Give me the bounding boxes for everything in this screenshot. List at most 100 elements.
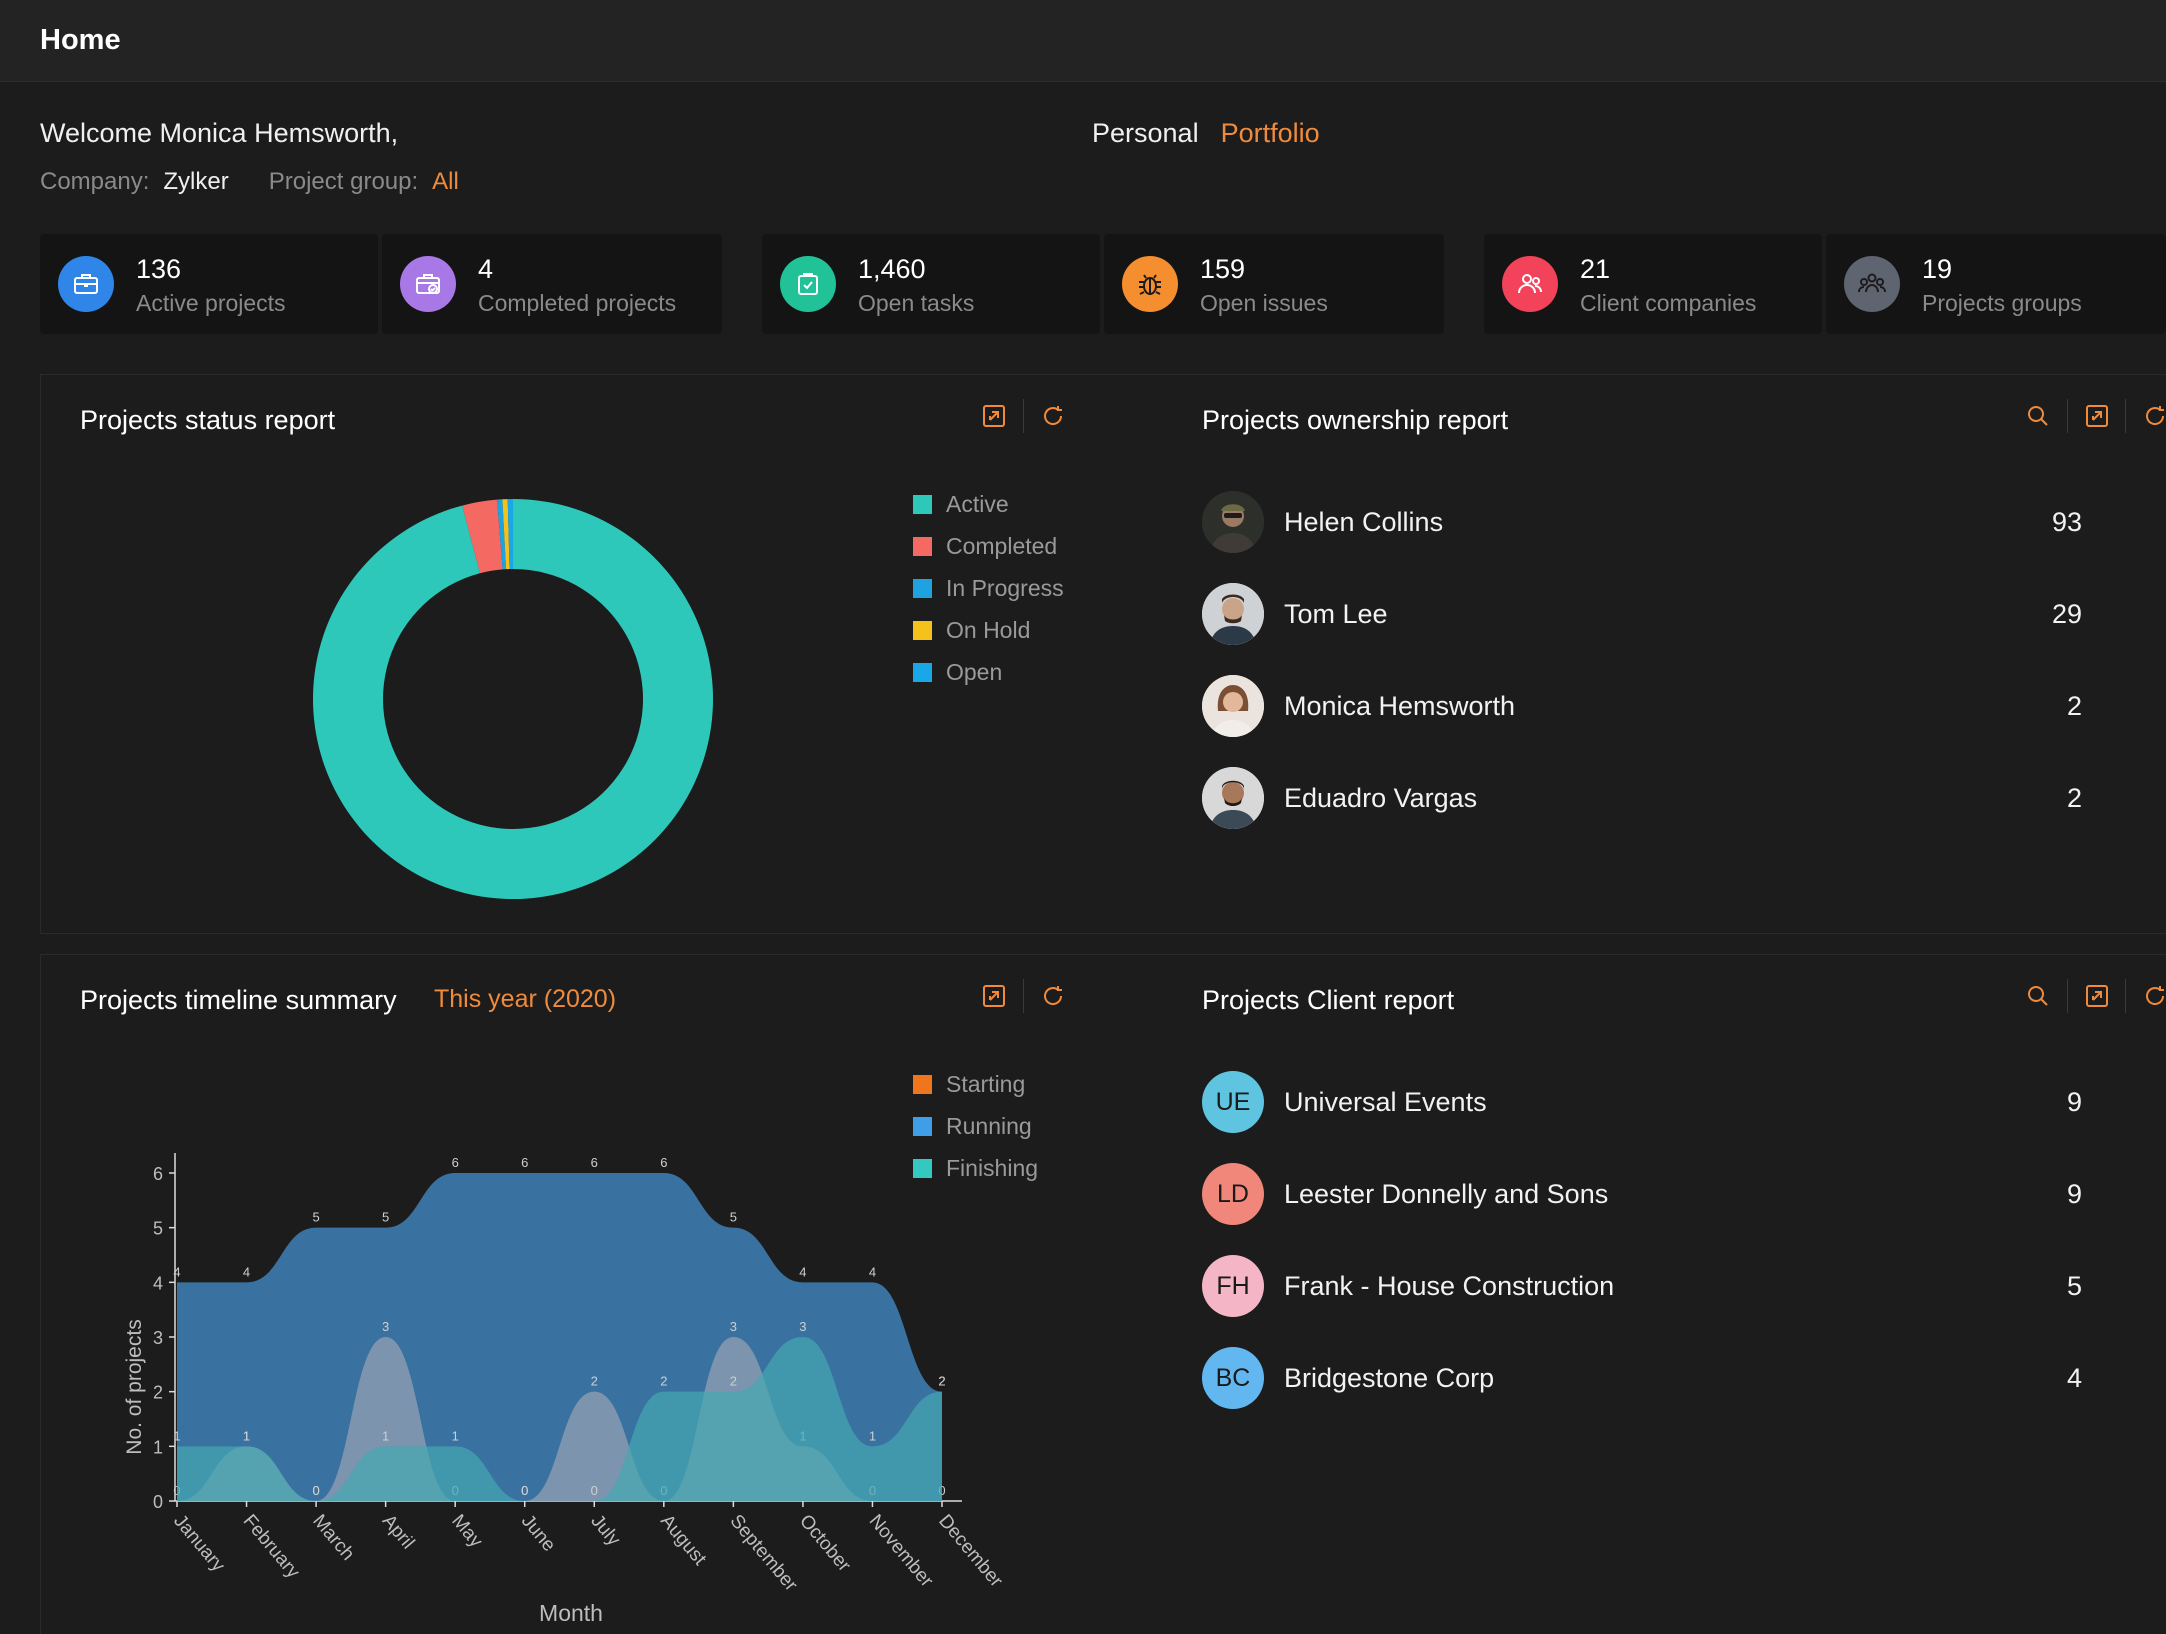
legend-swatch [913,620,932,640]
stat-card-completed-projects[interactable]: 4 Completed projects [382,234,722,334]
data-label: 4 [243,1264,250,1279]
stat-label: Open tasks [858,290,975,316]
legend-label: Starting [946,1070,1026,1097]
group-icon [1844,256,1900,312]
project-group-label: Project group: [268,168,419,195]
client-name: Frank - House Construction [1284,1270,1615,1301]
timeline-legend: Starting Running Finishing [913,1063,1038,1189]
stat-card-open-tasks[interactable]: 1,460 Open tasks [762,234,1100,334]
x-tick-label: September [726,1511,802,1596]
data-label: 4 [799,1264,806,1279]
stat-label: Completed projects [478,290,677,316]
data-label: 6 [591,1155,598,1170]
search-button[interactable] [2009,979,2067,1013]
company-value[interactable]: Zylker [163,168,229,195]
data-label: 1 [243,1428,250,1443]
ownership-report-tools [2009,399,2166,433]
refresh-button[interactable] [1023,399,1081,433]
stat-card-projects-groups[interactable]: 19 Projects groups [1826,234,2166,334]
donut-slice-open[interactable] [507,499,513,570]
data-label: 1 [869,1428,876,1443]
list-item[interactable]: BC Bridgestone Corp 4 [1202,1346,2082,1410]
page-title: Home [40,24,121,56]
legend-label: Completed [946,532,1058,559]
legend-item-finishing[interactable]: Finishing [913,1147,1038,1189]
client-count: 9 [2066,1178,2082,1209]
list-item[interactable]: Eduadro Vargas 2 [1202,766,2082,830]
expand-button[interactable] [965,399,1023,433]
expand-button[interactable] [2067,979,2125,1013]
avatar [1202,675,1264,737]
y-tick-label: 3 [153,1328,163,1348]
legend-item-active[interactable]: Active [913,483,1064,525]
data-label: 6 [452,1155,459,1170]
owner-count: 2 [2066,690,2082,721]
avatar [1202,767,1264,829]
stat-card-client-companies[interactable]: 21 Client companies [1484,234,1822,334]
data-label: 3 [799,1319,806,1334]
area-series-finishing[interactable] [177,1337,942,1501]
expand-button[interactable] [965,979,1023,1013]
clipboard-check-icon [780,256,836,312]
project-group-value[interactable]: All [432,168,459,195]
refresh-button[interactable] [2125,399,2166,433]
data-label: 2 [938,1374,945,1389]
ownership-report-title: Projects ownership report [1202,405,1509,435]
client-report-tools [2009,979,2166,1013]
expand-icon [983,405,1005,427]
x-tick-label: March [308,1511,358,1565]
y-tick-label: 6 [153,1164,163,1184]
top-bar: Home [0,0,2166,82]
tab-personal[interactable]: Personal [1092,118,1199,148]
data-label: 1 [452,1428,459,1443]
search-button[interactable] [2009,399,2067,433]
timeline-tools [965,979,1081,1013]
legend-item-starting[interactable]: Starting [913,1063,1038,1105]
client-count: 5 [2066,1270,2082,1301]
legend-item-in-progress[interactable]: In Progress [913,567,1064,609]
avatar [1202,491,1264,553]
legend-item-open[interactable]: Open [913,651,1064,693]
legend-item-running[interactable]: Running [913,1105,1038,1147]
legend-item-completed[interactable]: Completed [913,525,1064,567]
y-tick-label: 1 [153,1437,163,1457]
data-label: 2 [660,1374,667,1389]
bug-icon [1122,256,1178,312]
refresh-button[interactable] [1023,979,1081,1013]
stat-value: 4 [478,254,494,284]
timeline-range-selector[interactable]: This year (2020) [434,985,617,1013]
x-tick-label: February [239,1511,304,1583]
legend-label: In Progress [946,574,1064,601]
list-item[interactable]: UE Universal Events 9 [1202,1070,2082,1134]
list-item[interactable]: Monica Hemsworth 2 [1202,674,2082,738]
donut-slice-on-hold[interactable] [502,499,510,570]
expand-button[interactable] [2067,399,2125,433]
list-item[interactable]: LD Leester Donnelly and Sons 9 [1202,1162,2082,1226]
list-item[interactable]: Helen Collins 93 [1202,490,2082,554]
stat-card-open-issues[interactable]: 159 Open issues [1104,234,1444,334]
x-tick-label: November [865,1511,938,1592]
owner-count: 29 [2051,598,2082,629]
list-item[interactable]: Tom Lee 29 [1202,582,2082,646]
client-avatar: LD [1202,1163,1264,1225]
data-label: 3 [730,1319,737,1334]
list-item[interactable]: FH Frank - House Construction 5 [1202,1254,2082,1318]
legend-swatch [913,536,932,556]
donut-slice-in-progress[interactable] [497,499,507,570]
expand-icon [2085,405,2108,427]
data-label: 2 [938,1374,945,1389]
donut-slice-completed[interactable] [462,499,503,574]
data-label: 6 [660,1155,667,1170]
data-label: 4 [173,1264,180,1279]
donut-slice-active[interactable] [313,499,713,899]
client-count: 9 [2066,1086,2082,1117]
legend-item-on-hold[interactable]: On Hold [913,609,1064,651]
search-icon [2028,406,2048,426]
client-name: Leester Donnelly and Sons [1284,1178,1609,1209]
stat-card-active-projects[interactable]: 136 Active projects [40,234,378,334]
x-tick-label: January [169,1511,229,1577]
refresh-icon [2145,406,2164,425]
tab-portfolio[interactable]: Portfolio [1220,118,1320,148]
reports-panel-top: Projects status report Active Completed … [40,374,2166,934]
refresh-button[interactable] [2125,979,2166,1013]
